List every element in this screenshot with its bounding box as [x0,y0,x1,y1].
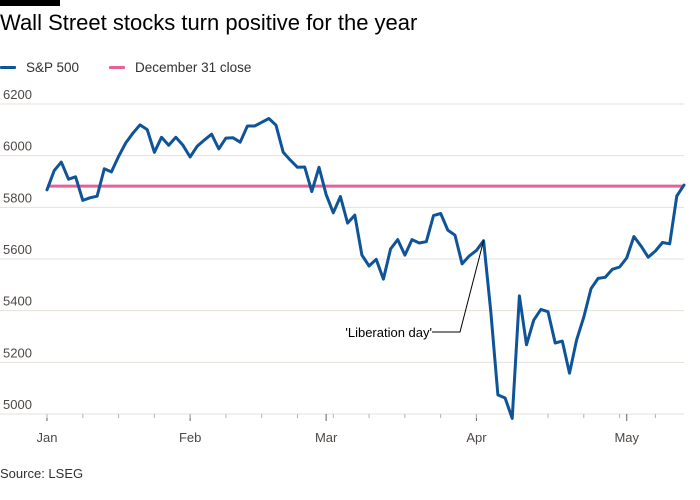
chart-title: Wall Street stocks turn positive for the… [0,10,418,35]
sp500-line [45,117,686,420]
y-tick-label: 5800 [3,190,32,205]
legend-item-dec31: December 31 close [109,60,251,75]
legend-label-dec31: December 31 close [135,59,252,75]
y-tick-label: 6000 [3,139,32,154]
legend-label-sp500: S&P 500 [26,59,80,75]
y-tick-label: 5400 [3,294,32,309]
y-tick-label: 6200 [3,87,32,102]
x-tick-label: May [614,430,639,445]
legend-swatch-sp500 [0,65,16,69]
chart-legend: S&P 500 December 31 close [0,59,281,75]
x-tick-label: Jan [37,430,58,445]
legend-item-sp500: S&P 500 [0,60,79,75]
x-tick-label: Mar [315,430,338,445]
y-tick-label: 5000 [3,397,32,412]
x-tick-label: Apr [466,430,487,445]
x-tick-label: Feb [179,430,201,445]
y-tick-label: 5200 [3,345,32,360]
annotation-leader [432,240,485,333]
legend-swatch-dec31 [109,65,126,69]
source-note: Source: LSEG [0,466,84,481]
y-tick-label: 5600 [3,242,32,257]
annotation-label: 'Liberation day' [345,325,432,340]
brand-bar [0,0,60,6]
